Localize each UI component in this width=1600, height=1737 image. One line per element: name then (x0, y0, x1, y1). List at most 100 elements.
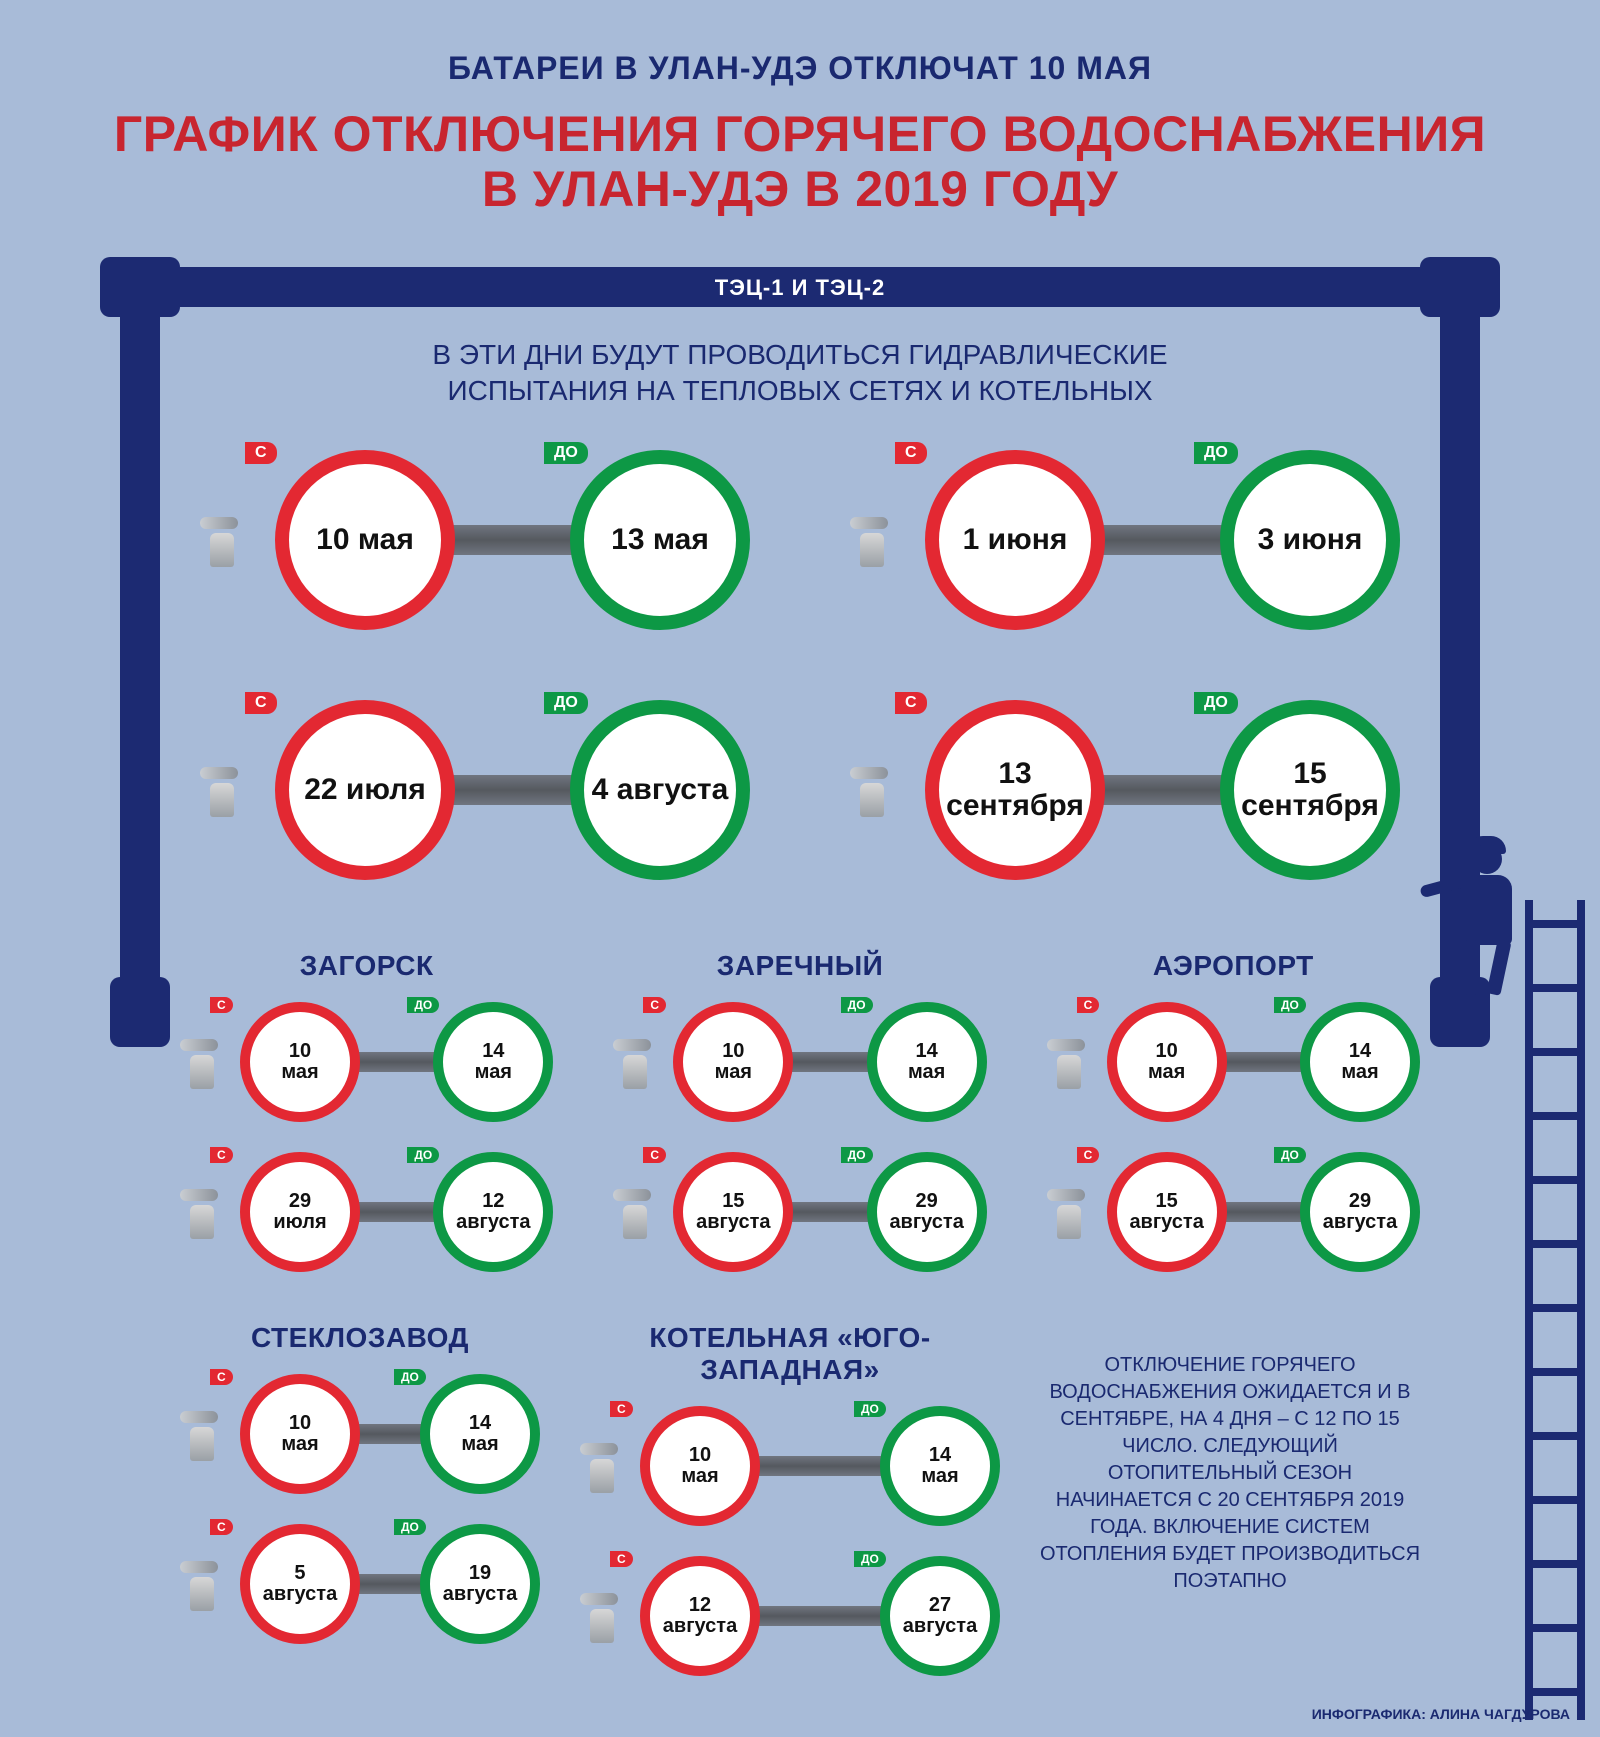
date-from-wrap: С 13сентября (925, 700, 1105, 880)
date-to-text: 13 мая (611, 524, 709, 556)
date-to-wrap: ДО 27августа (880, 1556, 1000, 1676)
date-to-text: 14мая (921, 1445, 958, 1487)
date-from-wrap: С 5августа (240, 1524, 360, 1644)
sub-header-line2: ИСПЫТАНИЯ НА ТЕПЛОВЫХ СЕТЯХ И КОТЕЛЬНЫХ (447, 375, 1152, 406)
date-to-wrap: ДО 29августа (1300, 1152, 1420, 1272)
date-to-wrap: ДО 29августа (867, 1152, 987, 1272)
date-to-text: 14мая (461, 1413, 498, 1455)
date-from-circle: 10мая (240, 1374, 360, 1494)
pipe-system: ТЭЦ-1 И ТЭЦ-2 (80, 257, 1520, 317)
date-from-circle: 10 мая (275, 450, 455, 630)
pipe-vertical-left (120, 317, 160, 997)
tag-to: ДО (544, 442, 588, 464)
date-from-circle: 13сентября (925, 700, 1105, 880)
faucet-icon (613, 1034, 658, 1089)
date-from-text: 29июля (273, 1191, 326, 1233)
date-from-circle: 12августа (640, 1556, 760, 1676)
date-to-circle: 14мая (880, 1406, 1000, 1526)
date-from-circle: 10мая (640, 1406, 760, 1526)
district-title: ЗАРЕЧНЫЙ (613, 950, 986, 982)
date-to-wrap: ДО 14мая (433, 1002, 553, 1122)
date-pair: С 29июля ДО 12августа (180, 1152, 553, 1272)
date-from-wrap: С 10мая (673, 1002, 793, 1122)
date-to-text: 4 августа (592, 774, 729, 806)
tag-from: С (210, 997, 233, 1013)
date-from-wrap: С 10мая (240, 1374, 360, 1494)
tag-from: С (643, 997, 666, 1013)
faucet-icon (1047, 1184, 1092, 1239)
date-to-circle: 29августа (867, 1152, 987, 1272)
date-from-text: 10 мая (316, 524, 414, 556)
date-to-text: 27августа (903, 1595, 977, 1637)
tag-to: ДО (841, 997, 873, 1013)
date-from-text: 5августа (263, 1563, 337, 1605)
date-to-wrap: ДО 4 августа (570, 700, 750, 880)
district-block: АЭРОПОРТ С 10мая ДО 14мая С 15августа Д (1047, 950, 1420, 1302)
date-to-wrap: ДО 19августа (420, 1524, 540, 1644)
district-block: ЗАРЕЧНЫЙ С 10мая ДО 14мая С 15августа Д (613, 950, 986, 1302)
districts-top-row: ЗАГОРСК С 10мая ДО 14мая С 29июля ДО (80, 950, 1520, 1302)
tag-to: ДО (1274, 997, 1306, 1013)
tag-to: ДО (1274, 1147, 1306, 1163)
faucet-icon (850, 512, 895, 567)
district-kotelnaya: КОТЕЛЬНАЯ «ЮГО-ЗАПАДНАЯ» С 10мая ДО 14ма… (580, 1322, 1000, 1706)
date-from-wrap: С 12августа (640, 1556, 760, 1676)
date-from-circle: 10мая (1107, 1002, 1227, 1122)
date-from-wrap: С 10мая (1107, 1002, 1227, 1122)
tag-to: ДО (854, 1401, 886, 1417)
date-to-wrap: ДО 14мая (1300, 1002, 1420, 1122)
faucet-icon (580, 1438, 625, 1493)
date-to-circle: 4 августа (570, 700, 750, 880)
ladder-icon (1510, 900, 1600, 1720)
tag-from: С (210, 1519, 233, 1535)
date-to-circle: 27августа (880, 1556, 1000, 1676)
date-to-circle: 15сентября (1220, 700, 1400, 880)
date-from-text: 10мая (281, 1413, 318, 1455)
tag-to: ДО (1194, 692, 1238, 714)
date-pair: С 10мая ДО 14мая (1047, 1002, 1420, 1122)
tag-to: ДО (1194, 442, 1238, 464)
tag-from: С (210, 1369, 233, 1385)
date-to-wrap: ДО 14мая (867, 1002, 987, 1122)
district-title: ЗАГОРСК (180, 950, 553, 982)
date-from-wrap: С 15августа (673, 1152, 793, 1272)
header-top: БАТАРЕИ В УЛАН-УДЭ ОТКЛЮЧАТ 10 МАЯ (0, 0, 1600, 87)
date-from-wrap: С 10мая (640, 1406, 760, 1526)
date-to-circle: 12августа (433, 1152, 553, 1272)
date-pair: С 5августа ДО 19августа (180, 1524, 540, 1644)
date-from-text: 10мая (715, 1041, 752, 1083)
date-to-circle: 14мая (1300, 1002, 1420, 1122)
date-from-circle: 5августа (240, 1524, 360, 1644)
tag-from: С (895, 692, 927, 714)
district-title: СТЕКЛОЗАВОД (180, 1322, 540, 1354)
header-main-line2: В УЛАН-УДЭ В 2019 ГОДУ (482, 161, 1118, 217)
sub-header: В ЭТИ ДНИ БУДУТ ПРОВОДИТЬСЯ ГИДРАВЛИЧЕСК… (80, 337, 1520, 410)
date-to-text: 29августа (1323, 1191, 1397, 1233)
date-from-text: 10мая (681, 1445, 718, 1487)
date-from-circle: 10мая (673, 1002, 793, 1122)
date-pair: С 15августа ДО 29августа (1047, 1152, 1420, 1272)
district-block: ЗАГОРСК С 10мая ДО 14мая С 29июля ДО (180, 950, 553, 1302)
date-from-circle: 15августа (1107, 1152, 1227, 1272)
date-to-text: 15сентября (1241, 758, 1379, 821)
date-pair: С 10мая ДО 14мая (180, 1002, 553, 1122)
faucet-icon (180, 1034, 225, 1089)
tag-from: С (610, 1551, 633, 1567)
date-to-circle: 14мая (420, 1374, 540, 1494)
date-to-text: 12августа (456, 1191, 530, 1233)
tag-from: С (1077, 1147, 1100, 1163)
date-to-circle: 3 июня (1220, 450, 1400, 630)
date-from-wrap: С 15августа (1107, 1152, 1227, 1272)
date-from-wrap: С 22 июля (275, 700, 455, 880)
tag-to: ДО (841, 1147, 873, 1163)
tag-to: ДО (407, 1147, 439, 1163)
date-from-circle: 15августа (673, 1152, 793, 1272)
date-from-circle: 22 июля (275, 700, 455, 880)
faucet-icon (180, 1184, 225, 1239)
date-to-wrap: ДО 12августа (433, 1152, 553, 1272)
date-from-wrap: С 10 мая (275, 450, 455, 630)
date-pair: С 1 июня ДО 3 июня (850, 450, 1400, 630)
date-from-wrap: С 10мая (240, 1002, 360, 1122)
date-to-text: 14мая (908, 1041, 945, 1083)
date-to-wrap: ДО 15сентября (1220, 700, 1400, 880)
